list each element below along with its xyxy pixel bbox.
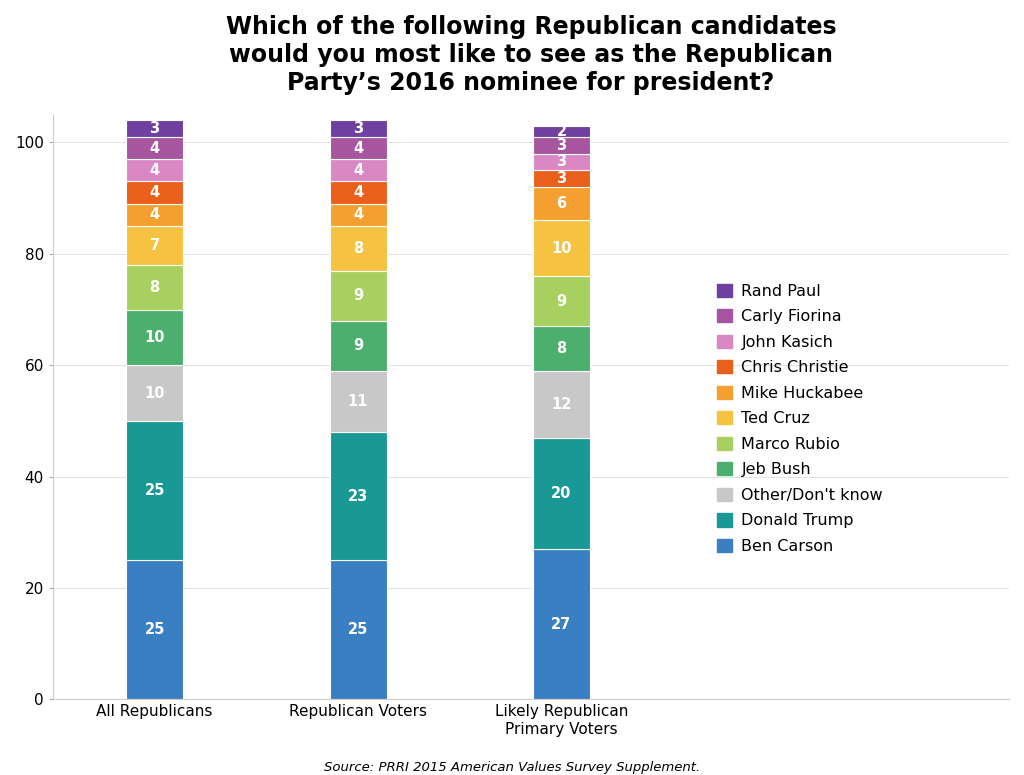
Text: 9: 9 [556, 294, 566, 308]
Text: 2: 2 [556, 124, 566, 139]
Text: 12: 12 [551, 397, 571, 412]
Text: 25: 25 [348, 622, 369, 637]
Bar [532, 549, 590, 700]
Text: 25: 25 [144, 622, 165, 637]
Text: 3: 3 [556, 171, 566, 186]
Legend: Rand Paul, Carly Fiorina, John Kasich, Chris Christie, Mike Huckabee, Ted Cruz, : Rand Paul, Carly Fiorina, John Kasich, C… [711, 277, 890, 560]
Text: 4: 4 [353, 185, 364, 200]
Bar [330, 226, 386, 270]
Bar [330, 321, 386, 370]
Text: 4: 4 [353, 208, 364, 222]
Text: 10: 10 [144, 330, 165, 345]
Bar [532, 187, 590, 220]
Text: 11: 11 [348, 394, 369, 409]
Text: 4: 4 [353, 163, 364, 177]
Bar [330, 204, 386, 226]
Text: 4: 4 [353, 140, 364, 156]
Text: 25: 25 [144, 483, 165, 498]
Bar [126, 226, 183, 265]
Text: 8: 8 [150, 280, 160, 294]
Text: 10: 10 [551, 241, 571, 256]
Text: 6: 6 [556, 196, 566, 212]
Bar [126, 204, 183, 226]
Bar [532, 438, 590, 549]
Text: 8: 8 [556, 341, 566, 356]
Text: Source: PRRI 2015 American Values Survey Supplement.: Source: PRRI 2015 American Values Survey… [324, 761, 700, 774]
Text: 4: 4 [150, 208, 160, 222]
Bar [330, 270, 386, 321]
Bar [330, 560, 386, 700]
Text: 20: 20 [551, 486, 571, 501]
Bar [532, 326, 590, 370]
Bar [126, 421, 183, 560]
Text: 8: 8 [353, 241, 364, 256]
Title: Which of the following Republican candidates
would you most like to see as the R: Which of the following Republican candid… [225, 15, 837, 95]
Text: 3: 3 [353, 121, 364, 136]
Bar [330, 159, 386, 181]
Text: 4: 4 [150, 140, 160, 156]
Text: 27: 27 [551, 617, 571, 632]
Bar [330, 137, 386, 159]
Text: 3: 3 [556, 154, 566, 170]
Text: 4: 4 [150, 163, 160, 177]
Text: 9: 9 [353, 338, 364, 353]
Bar [126, 265, 183, 309]
Bar [532, 276, 590, 326]
Bar [532, 153, 590, 170]
Bar [126, 181, 183, 204]
Bar [126, 120, 183, 137]
Bar [330, 432, 386, 560]
Bar [532, 126, 590, 137]
Bar [330, 370, 386, 432]
Bar [126, 159, 183, 181]
Bar [126, 560, 183, 700]
Bar [330, 120, 386, 137]
Bar [330, 181, 386, 204]
Text: 3: 3 [150, 121, 160, 136]
Text: 4: 4 [150, 185, 160, 200]
Text: 10: 10 [144, 386, 165, 401]
Bar [126, 309, 183, 365]
Bar [532, 170, 590, 187]
Bar [532, 370, 590, 438]
Text: 9: 9 [353, 288, 364, 303]
Text: 7: 7 [150, 238, 160, 253]
Bar [532, 137, 590, 153]
Bar [532, 220, 590, 276]
Bar [126, 365, 183, 421]
Text: 23: 23 [348, 489, 369, 504]
Text: 3: 3 [556, 138, 566, 153]
Bar [126, 137, 183, 159]
